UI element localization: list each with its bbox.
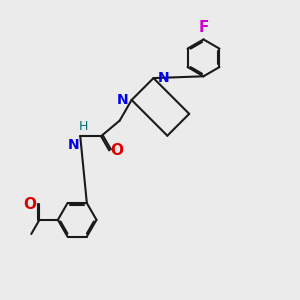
Text: O: O xyxy=(23,197,36,212)
Text: H: H xyxy=(79,120,88,133)
Text: N: N xyxy=(68,138,79,152)
Text: N: N xyxy=(158,71,169,85)
Text: N: N xyxy=(116,93,128,107)
Text: O: O xyxy=(111,143,124,158)
Text: F: F xyxy=(198,20,209,35)
